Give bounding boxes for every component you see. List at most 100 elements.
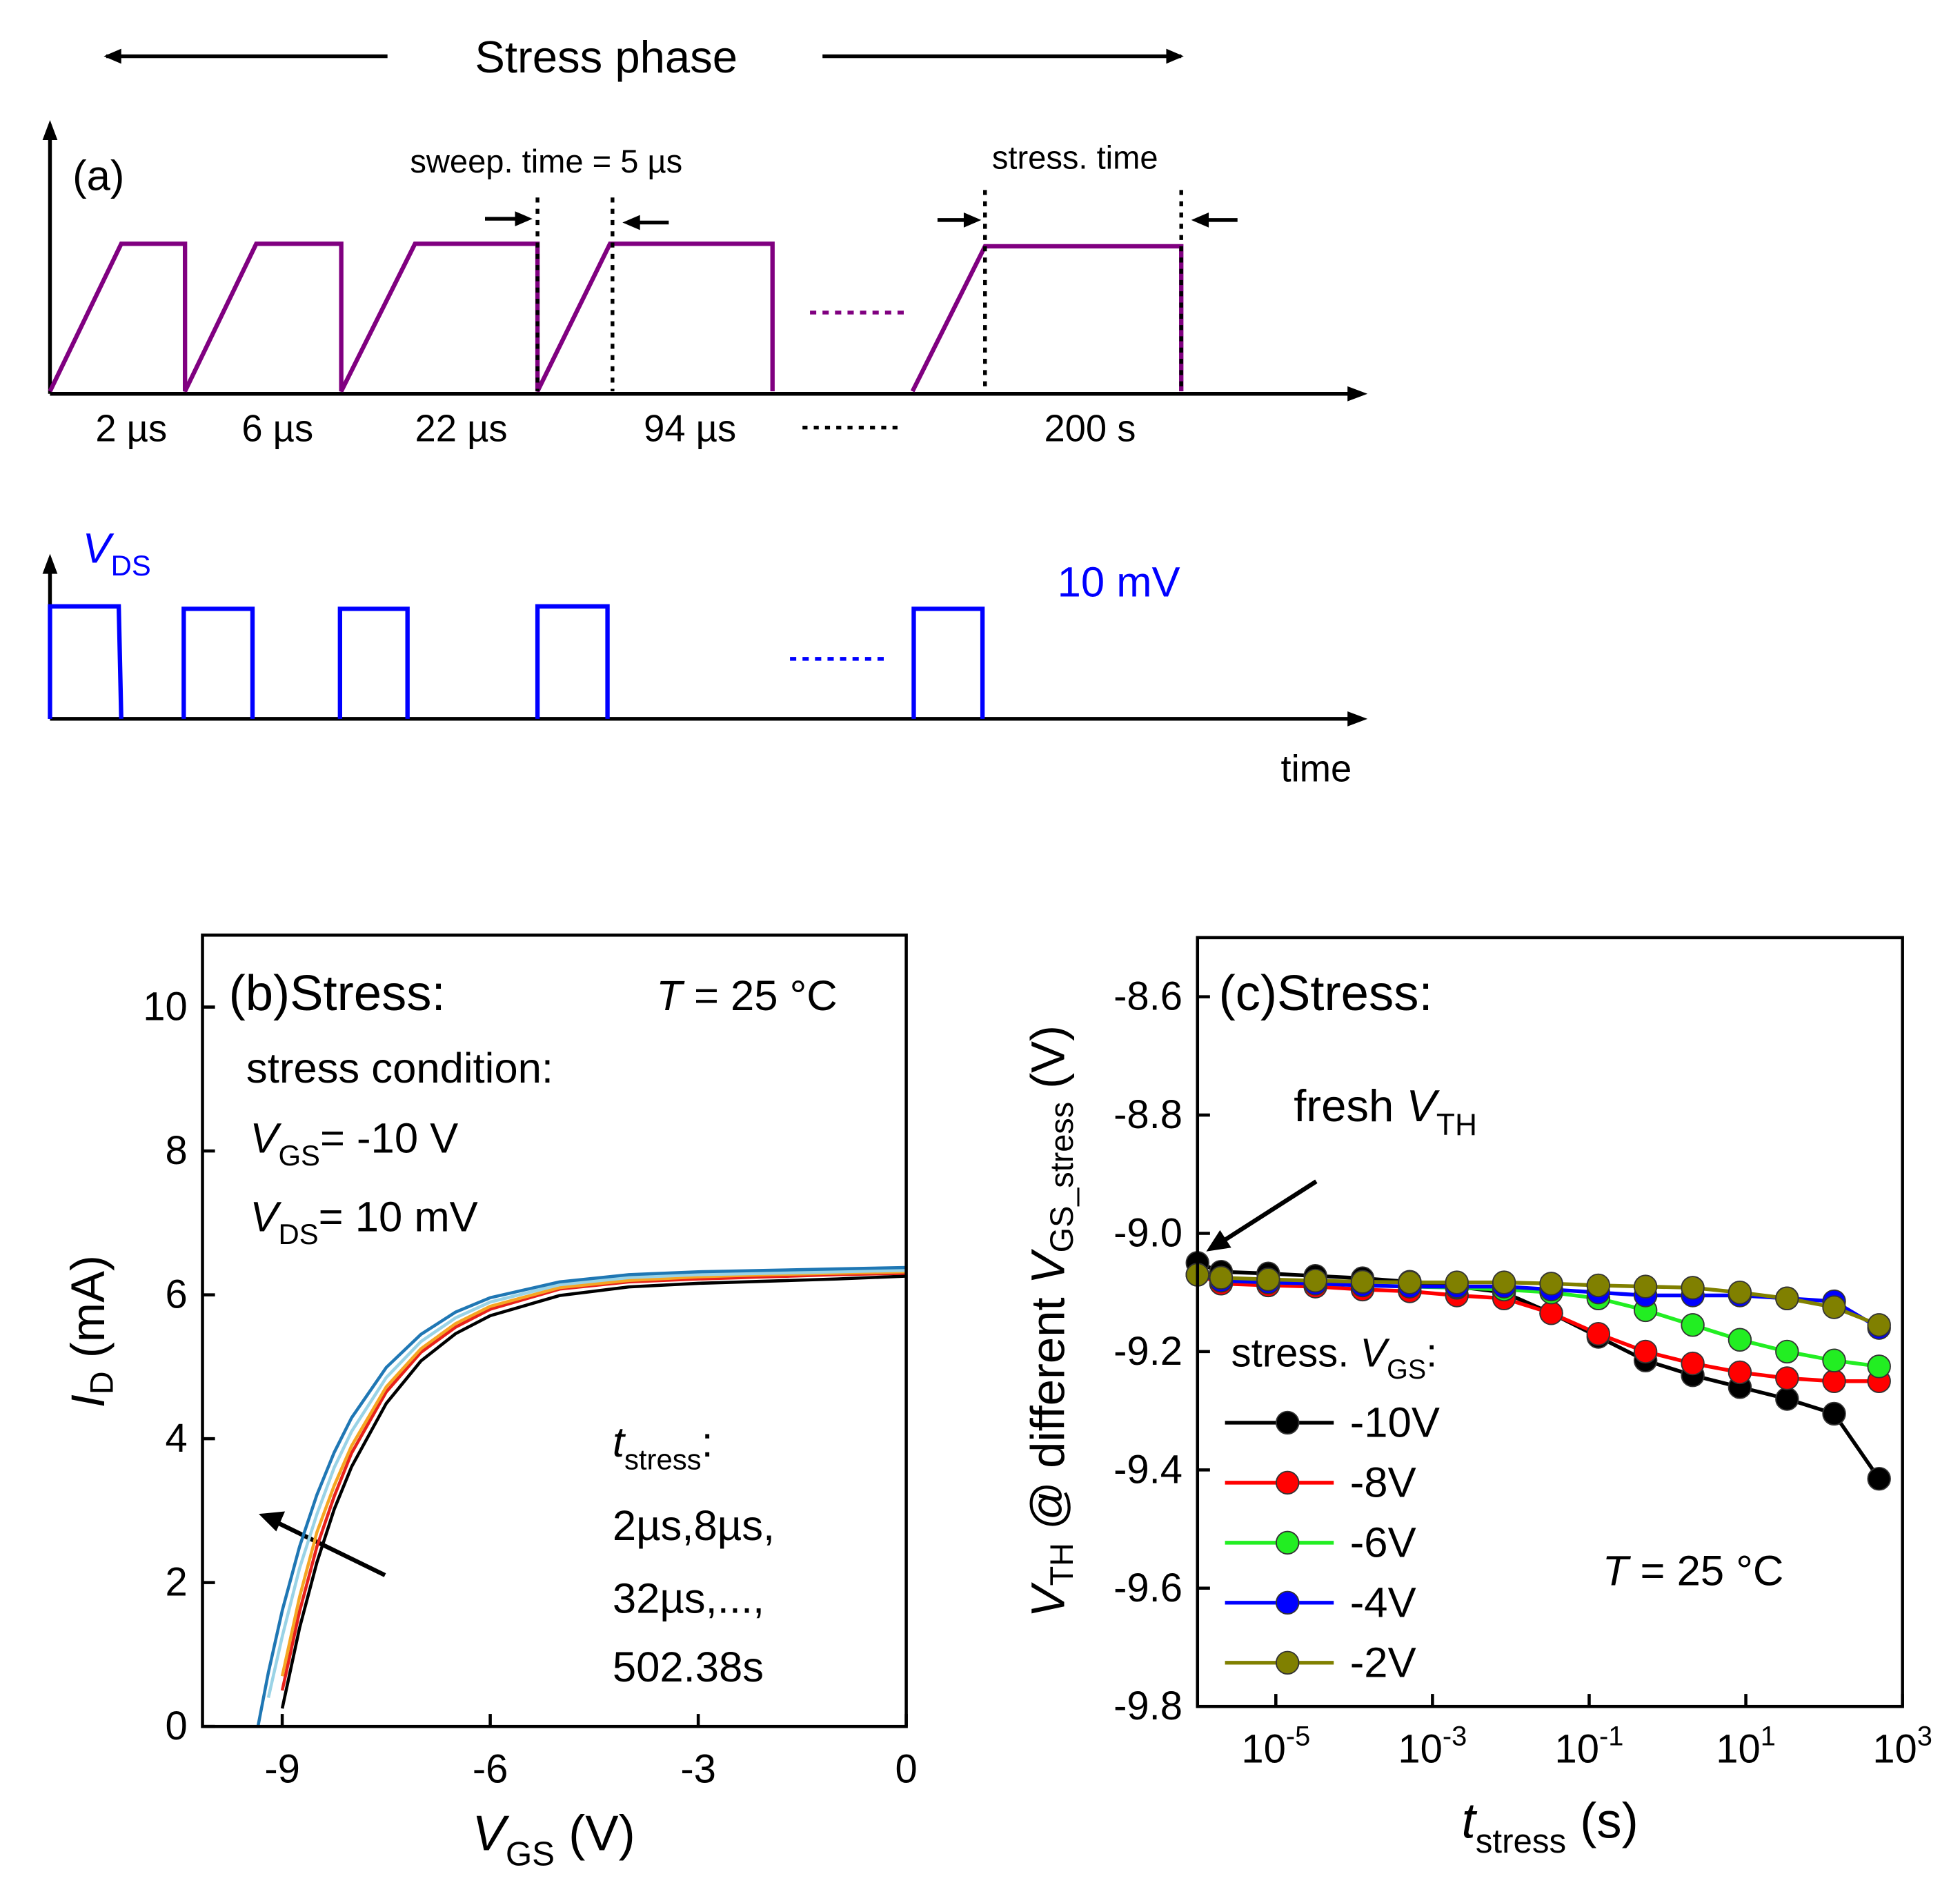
series-marker: [1822, 1369, 1846, 1393]
annotation: fresh VTH: [1294, 1081, 1477, 1142]
arrowhead: [42, 553, 58, 574]
shift-arrow: [276, 1521, 386, 1577]
arrowhead: [103, 48, 121, 64]
annotation: T = 25 °C: [656, 972, 838, 1020]
y-tick-label: 0: [166, 1704, 188, 1748]
series-marker: [1775, 1366, 1799, 1390]
annotation-part: V: [250, 1194, 281, 1241]
series-line: [280, 1270, 907, 1677]
annotation-part: t: [613, 1419, 626, 1466]
series-marker: [1350, 1270, 1375, 1294]
x-axis-label-part: V: [473, 1806, 510, 1862]
series-marker: [1586, 1321, 1611, 1346]
annotation: VDS= 10 mV: [250, 1194, 477, 1250]
y-tick-label: -9.8: [1113, 1684, 1182, 1728]
arrowhead: [1347, 711, 1368, 727]
vds-value: 10 mV: [1058, 558, 1180, 606]
series-marker: [1822, 1348, 1846, 1372]
y-tick-label: 8: [166, 1129, 188, 1173]
x-axis-label: VGS (V): [473, 1806, 635, 1873]
annotation: (b)Stress:: [229, 965, 446, 1021]
annotation-part: = 25 °C: [682, 972, 838, 1020]
y-tick-label: -9.4: [1113, 1448, 1182, 1492]
y-axis-label-part: GS_stress: [1044, 1102, 1080, 1252]
series-line: [280, 1272, 907, 1691]
series-line: [256, 1265, 907, 1727]
annotation-part: stress condition:: [246, 1045, 553, 1092]
series-marker: [1539, 1272, 1563, 1296]
x-axis-label-part: t: [1462, 1793, 1478, 1848]
series-line: [1197, 1261, 1881, 1480]
annotation-part: (c)Stress:: [1219, 965, 1433, 1021]
x-tick-label: 10-3: [1398, 1721, 1467, 1771]
x-tick-exp: 3: [1917, 1721, 1932, 1751]
arrowhead: [963, 213, 982, 228]
y-tick-label: 2: [166, 1561, 188, 1605]
legend-title-part: GS: [1387, 1354, 1426, 1385]
y-tick-label: -9.2: [1113, 1330, 1182, 1374]
arrowhead: [42, 119, 58, 140]
annotation-part: 2µs,8µs,: [613, 1502, 775, 1550]
plot-frame: [1196, 936, 1904, 1708]
x-axis-label-part: (s): [1566, 1793, 1639, 1848]
vds-waveform: [48, 604, 985, 719]
y-tick-label: -8.6: [1113, 975, 1182, 1019]
vds-label-part: DS: [111, 549, 151, 582]
annotation: stress condition:: [246, 1045, 553, 1092]
arrowhead: [1191, 213, 1209, 228]
x-tick-base: 10: [1398, 1728, 1442, 1772]
y-axis-label: VTH @ different VGS_stress (V): [1021, 1025, 1080, 1617]
series-marker: [1728, 1360, 1752, 1385]
series-marker: [1867, 1313, 1891, 1337]
interval-label: 200 s: [1044, 408, 1136, 450]
series-marker: [1775, 1339, 1799, 1364]
annotation: 32µs,...,: [613, 1575, 764, 1622]
time-label: time: [1281, 747, 1352, 789]
series-marker: [1775, 1286, 1799, 1310]
y-axis-label-part: D: [83, 1371, 119, 1394]
series-marker: [1586, 1273, 1611, 1298]
plot-frame: [201, 934, 908, 1728]
series-line: [280, 1274, 907, 1709]
annotation-part: :: [702, 1419, 713, 1466]
series-line: [1197, 1272, 1880, 1327]
series-marker: [1822, 1295, 1846, 1319]
arrowhead: [1206, 1230, 1231, 1252]
x-tick-exp: -5: [1286, 1721, 1310, 1751]
x-tick-label: 103: [1872, 1721, 1932, 1771]
panel-a: [42, 48, 1368, 727]
legend-title-part: V: [1360, 1331, 1391, 1375]
series-marker: [1445, 1270, 1469, 1294]
stress-note: stress. time: [992, 139, 1158, 176]
y-axis-label-part: (mA): [61, 1255, 114, 1371]
y-axis-label-part: TH: [1044, 1543, 1080, 1586]
x-tick-label: -9: [264, 1748, 300, 1792]
y-axis-label-part: (V): [1021, 1025, 1074, 1102]
interval-label: 94 µs: [644, 408, 736, 450]
annotation-part: T: [1603, 1547, 1632, 1595]
series-marker: [1867, 1354, 1891, 1379]
arrowhead: [622, 215, 640, 230]
series-marker: [1209, 1265, 1234, 1290]
y-axis-label: ID (mA): [61, 1255, 119, 1408]
annotation-part: DS: [278, 1218, 318, 1250]
series-marker: [1681, 1313, 1705, 1337]
annotation-part: GS: [278, 1139, 320, 1172]
vgs-waveform: [48, 241, 775, 393]
annotation-part: V: [1406, 1081, 1440, 1131]
x-tick-label: 0: [895, 1748, 917, 1792]
x-tick-label: 10-5: [1241, 1721, 1310, 1771]
interval-label: 6 µs: [241, 408, 313, 450]
legend-marker: [1276, 1470, 1300, 1495]
legend-label: -10V: [1350, 1399, 1440, 1446]
annotation-part: = 10 mV: [319, 1194, 478, 1241]
x-axis-label-part: GS: [506, 1835, 555, 1873]
series-marker: [1822, 1401, 1846, 1426]
panel-label: (a): [72, 152, 124, 199]
y-tick-label: -9.0: [1113, 1211, 1182, 1255]
legend-marker: [1276, 1650, 1300, 1675]
series-marker: [1539, 1301, 1563, 1325]
interval-label: 2 µs: [95, 408, 167, 450]
